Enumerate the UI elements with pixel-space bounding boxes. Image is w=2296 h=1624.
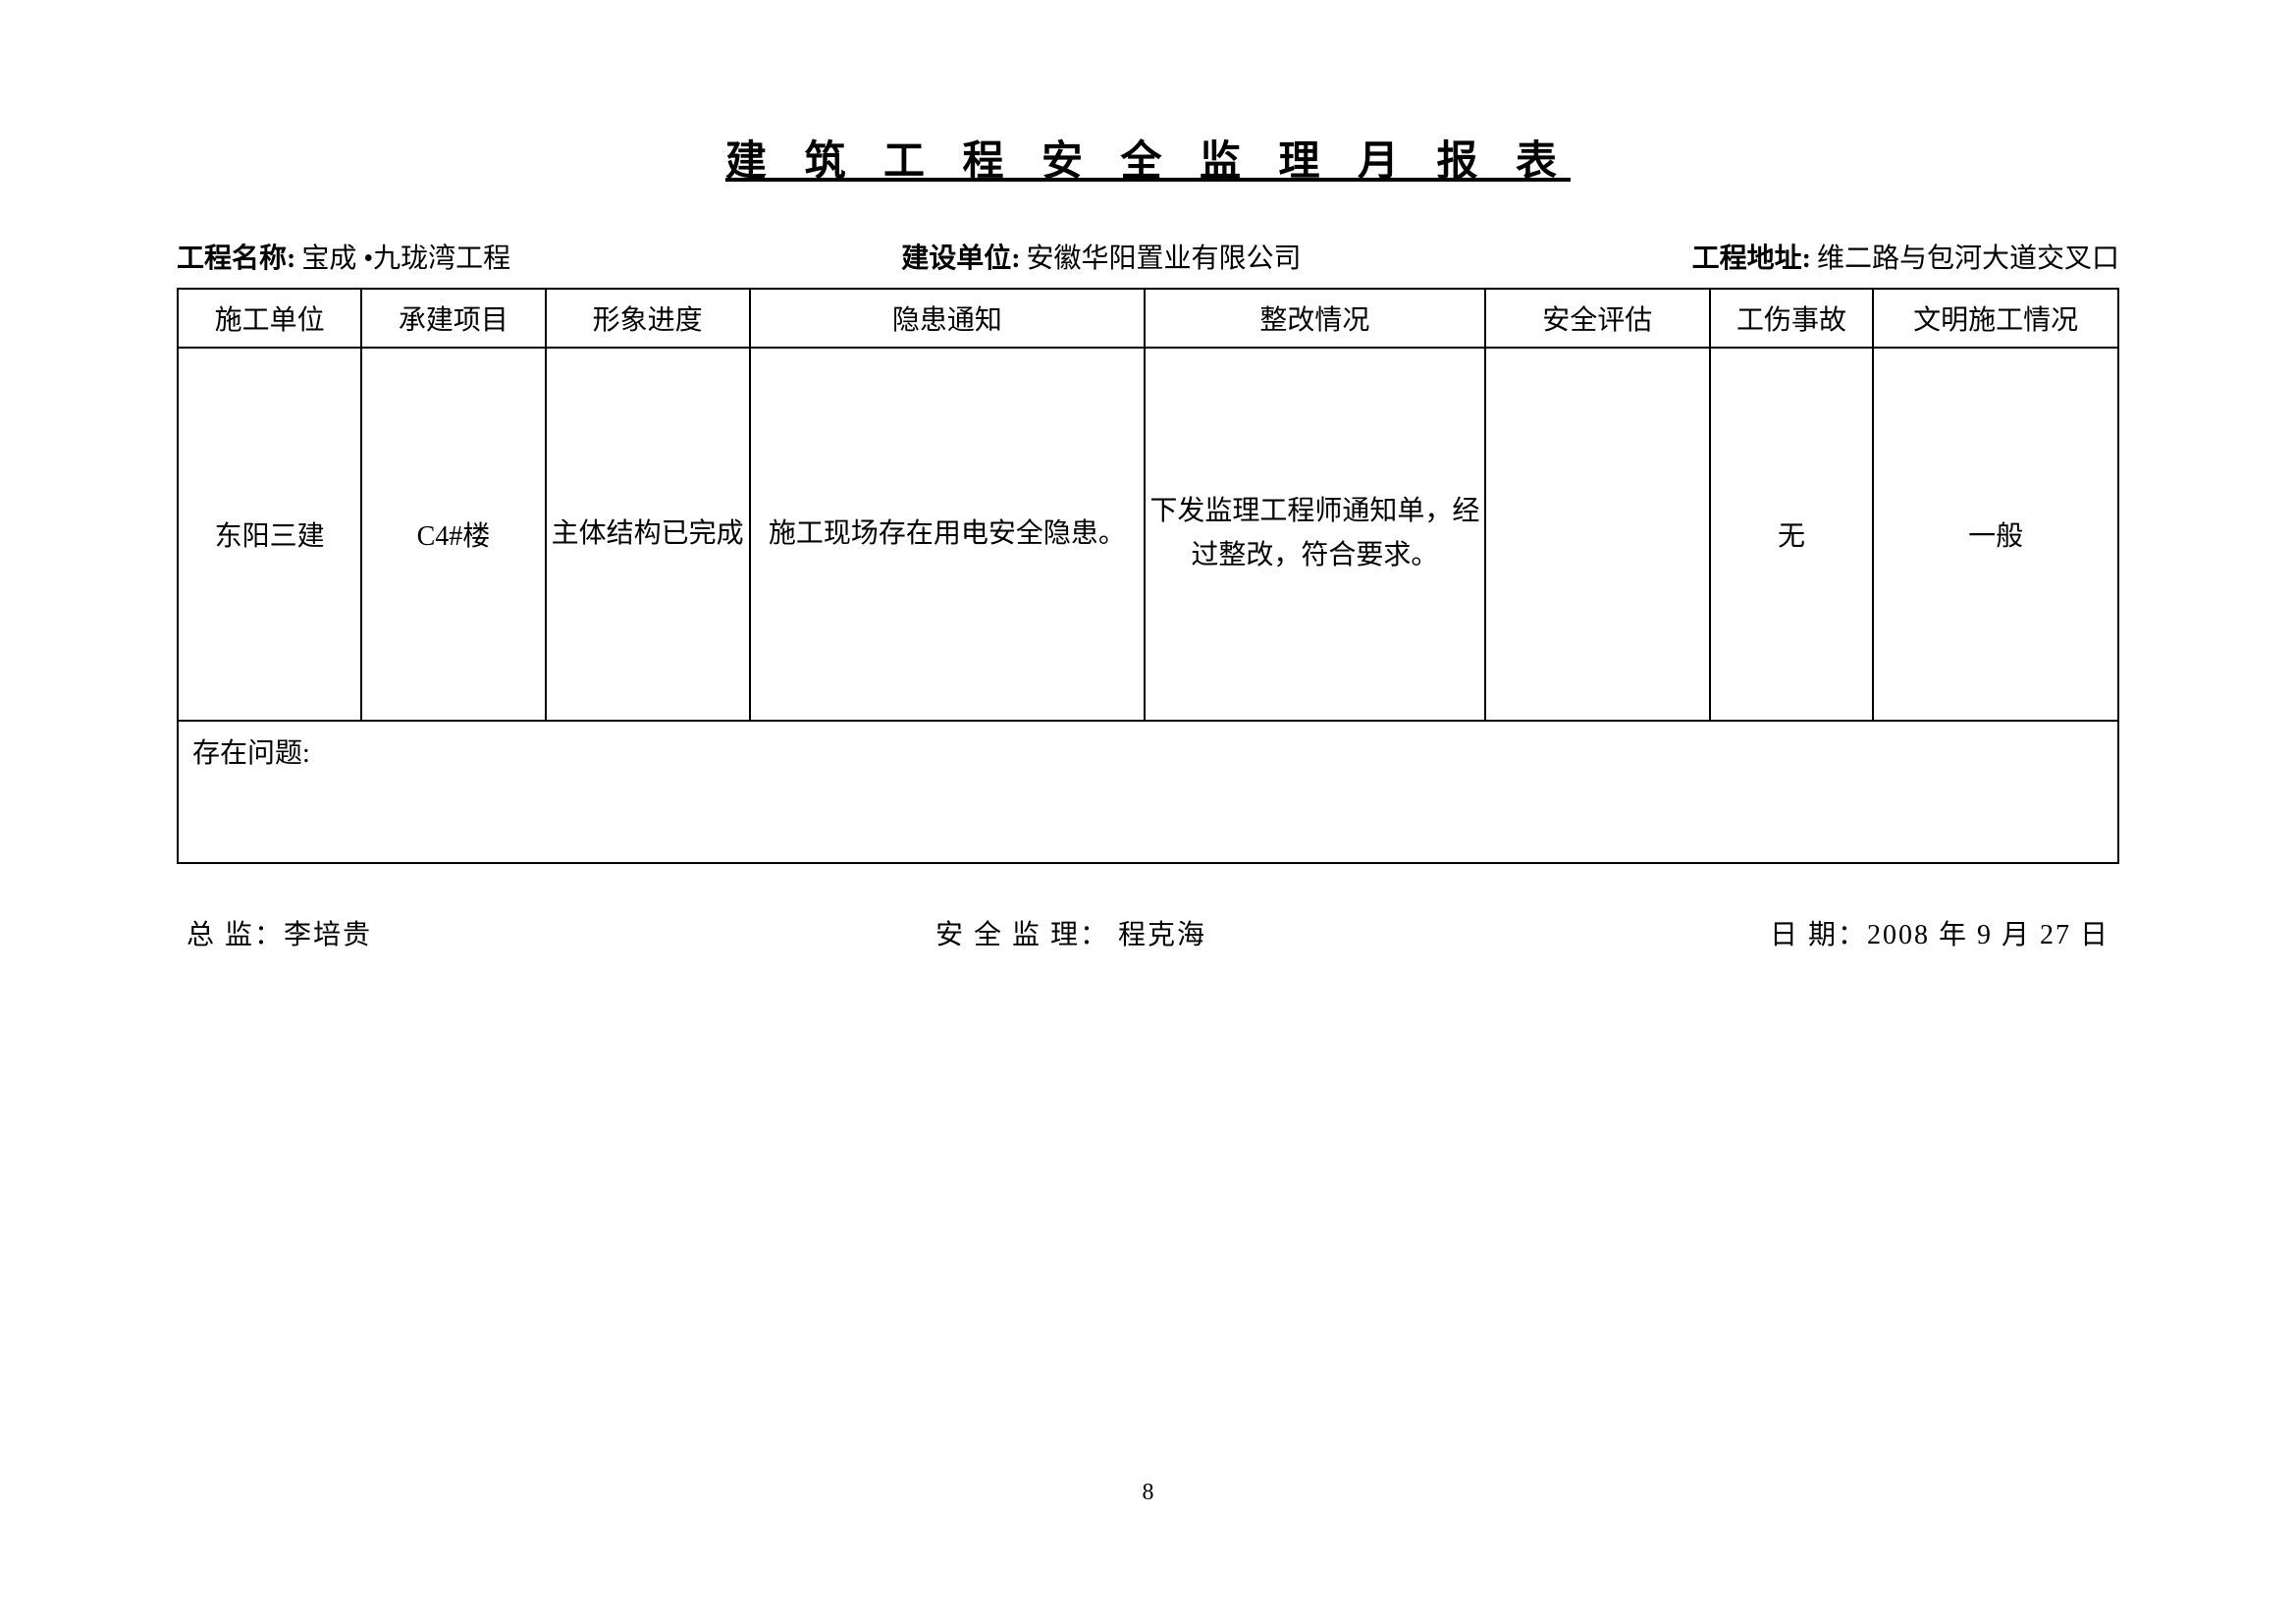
project-name-value: 宝成 •九珑湾工程 bbox=[301, 237, 510, 276]
cell-construction-unit: 东阳三建 bbox=[178, 348, 361, 721]
chief-label: 总 监： bbox=[187, 920, 284, 950]
cell-work-injury: 无 bbox=[1710, 348, 1873, 721]
cell-image-progress: 主体结构已完成 bbox=[546, 348, 750, 721]
th-hazard-notice: 隐患通知 bbox=[750, 289, 1145, 348]
report-table: 施工单位 承建项目 形象进度 隐患通知 整改情况 安全评估 工伤事故 文明施工情… bbox=[177, 288, 2119, 864]
construction-unit-group: 建设单位: 安徽华阳置业有限公司 bbox=[901, 237, 1301, 276]
table-data-row: 东阳三建 C4#楼 主体结构已完成 施工现场存在用电安全隐患。 下发监理工程师通… bbox=[178, 348, 2118, 721]
project-address-label: 工程地址: bbox=[1692, 237, 1811, 276]
document-page: 建 筑 工 程 安 全 监 理 月 报 表 工程名称: 宝成 •九珑湾工程 建设… bbox=[0, 0, 2296, 952]
project-address-group: 工程地址: 维二路与包河大道交叉口 bbox=[1692, 237, 2119, 276]
footer-row: 总 监：李培贵 安 全 监 理： 程克海 日 期：2008 年 9 月 27 日 bbox=[177, 913, 2119, 952]
project-name-group: 工程名称: 宝成 •九珑湾工程 bbox=[177, 237, 510, 276]
project-name-label: 工程名称: bbox=[177, 237, 295, 276]
date-value: 2008 年 9 月 27 日 bbox=[1867, 920, 2109, 950]
problem-cell: 存在问题: bbox=[178, 721, 2118, 863]
th-rectification: 整改情况 bbox=[1145, 289, 1485, 348]
project-address-value: 维二路与包河大道交叉口 bbox=[1817, 237, 2119, 276]
chief-value: 李培贵 bbox=[284, 920, 372, 950]
th-civilized-construction: 文明施工情况 bbox=[1873, 289, 2118, 348]
construction-unit-label: 建设单位: bbox=[901, 237, 1020, 276]
meta-info-row: 工程名称: 宝成 •九珑湾工程 建设单位: 安徽华阳置业有限公司 工程地址: 维… bbox=[177, 237, 2119, 276]
th-construction-unit: 施工单位 bbox=[178, 289, 361, 348]
date-label: 日 期： bbox=[1770, 920, 1867, 950]
construction-unit-value: 安徽华阳置业有限公司 bbox=[1027, 237, 1302, 276]
th-project-item: 承建项目 bbox=[361, 289, 545, 348]
safety-supervisor-group: 安 全 监 理： 程克海 bbox=[935, 913, 1206, 952]
safety-label: 安 全 监 理： bbox=[935, 920, 1109, 950]
cell-hazard-notice: 施工现场存在用电安全隐患。 bbox=[750, 348, 1145, 721]
cell-rectification: 下发监理工程师通知单，经过整改，符合要求。 bbox=[1145, 348, 1485, 721]
table-header-row: 施工单位 承建项目 形象进度 隐患通知 整改情况 安全评估 工伤事故 文明施工情… bbox=[178, 289, 2118, 348]
th-work-injury: 工伤事故 bbox=[1710, 289, 1873, 348]
th-safety-assessment: 安全评估 bbox=[1485, 289, 1710, 348]
chief-supervisor-group: 总 监：李培贵 bbox=[187, 913, 372, 952]
document-title: 建 筑 工 程 安 全 监 理 月 报 表 bbox=[177, 128, 2119, 188]
problem-row: 存在问题: bbox=[178, 721, 2118, 863]
page-number: 8 bbox=[1143, 1480, 1154, 1506]
safety-value: 程克海 bbox=[1109, 920, 1206, 950]
th-image-progress: 形象进度 bbox=[546, 289, 750, 348]
date-group: 日 期：2008 年 9 月 27 日 bbox=[1770, 913, 2109, 952]
cell-project-item: C4#楼 bbox=[361, 348, 545, 721]
cell-civilized-construction: 一般 bbox=[1873, 348, 2118, 721]
cell-safety-assessment bbox=[1485, 348, 1710, 721]
